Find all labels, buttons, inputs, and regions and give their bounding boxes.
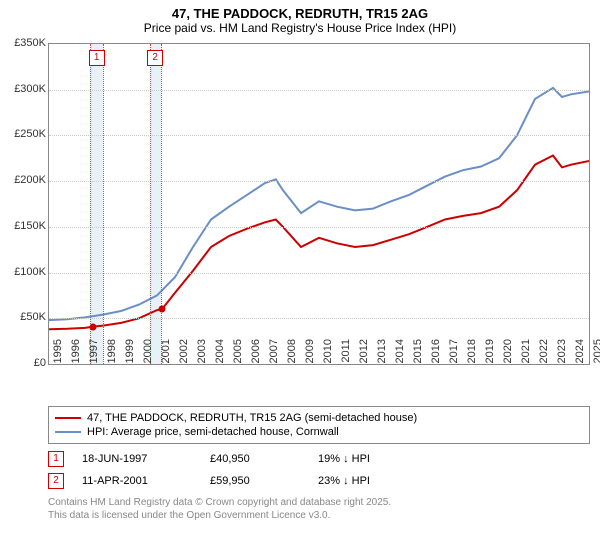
chart-title-block: 47, THE PADDOCK, REDRUTH, TR15 2AG Price… [0, 0, 600, 37]
x-tick-label: 1995 [52, 339, 64, 369]
chart-marker: 1 [89, 50, 105, 66]
y-tick-label: £200K [0, 174, 46, 186]
shade-border [161, 44, 162, 364]
title-line1: 47, THE PADDOCK, REDRUTH, TR15 2AG [0, 6, 600, 21]
sale-date-1: 18-JUN-1997 [82, 453, 192, 465]
x-tick-label: 2003 [196, 339, 208, 369]
sale-point [159, 306, 166, 313]
y-tick-label: £350K [0, 37, 46, 49]
x-tick-label: 2002 [178, 339, 190, 369]
legend-label-price: 47, THE PADDOCK, REDRUTH, TR15 2AG (semi… [87, 412, 417, 424]
gridline [49, 273, 589, 274]
x-tick-label: 2014 [394, 339, 406, 369]
x-tick-label: 2007 [268, 339, 280, 369]
shade-border [103, 44, 104, 364]
y-tick-label: £100K [0, 266, 46, 278]
sale-price-2: £59,950 [210, 475, 300, 487]
legend-label-hpi: HPI: Average price, semi-detached house,… [87, 426, 339, 438]
footer-line1: Contains HM Land Registry data © Crown c… [48, 496, 590, 509]
sales-table: 1 18-JUN-1997 £40,950 19% ↓ HPI 2 11-APR… [48, 448, 590, 492]
x-tick-label: 2019 [484, 339, 496, 369]
sale-date-2: 11-APR-2001 [82, 475, 192, 487]
x-tick-label: 2022 [538, 339, 550, 369]
x-tick-label: 2024 [574, 339, 586, 369]
sale-delta-1: 19% ↓ HPI [318, 453, 370, 465]
x-tick-label: 2016 [430, 339, 442, 369]
x-tick-label: 2011 [340, 339, 352, 369]
legend-swatch-price [55, 417, 81, 419]
sale-marker-2: 2 [48, 473, 64, 489]
shade-border [90, 44, 91, 364]
x-tick-label: 2025 [592, 339, 600, 369]
footer-line2: This data is licensed under the Open Gov… [48, 509, 590, 522]
x-tick-label: 2012 [358, 339, 370, 369]
x-tick-label: 2013 [376, 339, 388, 369]
x-tick-label: 1998 [106, 339, 118, 369]
x-tick-label: 2000 [142, 339, 154, 369]
x-tick-label: 2006 [250, 339, 262, 369]
x-tick-label: 2004 [214, 339, 226, 369]
plot-area: 12 [48, 43, 590, 365]
title-line2: Price paid vs. HM Land Registry's House … [0, 21, 600, 35]
footer: Contains HM Land Registry data © Crown c… [48, 496, 590, 522]
sale-delta-2: 23% ↓ HPI [318, 475, 370, 487]
y-tick-label: £250K [0, 128, 46, 140]
gridline [49, 318, 589, 319]
x-tick-label: 2009 [304, 339, 316, 369]
x-tick-label: 2017 [448, 339, 460, 369]
gridline [49, 227, 589, 228]
x-tick-label: 1997 [88, 339, 100, 369]
x-tick-label: 1999 [124, 339, 136, 369]
x-tick-label: 2018 [466, 339, 478, 369]
x-tick-label: 1996 [70, 339, 82, 369]
chart-lines [49, 44, 589, 364]
y-tick-label: £50K [0, 311, 46, 323]
x-tick-label: 2001 [160, 339, 172, 369]
y-tick-label: £300K [0, 83, 46, 95]
sale-price-1: £40,950 [210, 453, 300, 465]
y-tick-label: £150K [0, 220, 46, 232]
shade-border [150, 44, 151, 364]
x-tick-label: 2021 [520, 339, 532, 369]
x-tick-label: 2008 [286, 339, 298, 369]
legend-swatch-hpi [55, 431, 81, 433]
legend-row-hpi: HPI: Average price, semi-detached house,… [55, 425, 583, 439]
sale-point [90, 323, 97, 330]
x-tick-label: 2023 [556, 339, 568, 369]
chart-marker: 2 [147, 50, 163, 66]
series-hpi [49, 88, 589, 320]
gridline [49, 90, 589, 91]
legend: 47, THE PADDOCK, REDRUTH, TR15 2AG (semi… [48, 406, 590, 444]
sale-row-2: 2 11-APR-2001 £59,950 23% ↓ HPI [48, 470, 590, 492]
sale-row-1: 1 18-JUN-1997 £40,950 19% ↓ HPI [48, 448, 590, 470]
x-tick-label: 2015 [412, 339, 424, 369]
x-tick-label: 2005 [232, 339, 244, 369]
x-tick-label: 2020 [502, 339, 514, 369]
y-tick-label: £0 [0, 357, 46, 369]
gridline [49, 181, 589, 182]
x-tick-label: 2010 [322, 339, 334, 369]
gridline [49, 135, 589, 136]
legend-row-price: 47, THE PADDOCK, REDRUTH, TR15 2AG (semi… [55, 411, 583, 425]
sale-marker-1: 1 [48, 451, 64, 467]
chart-area: £0£50K£100K£150K£200K£250K£300K£350K 12 … [0, 37, 600, 402]
